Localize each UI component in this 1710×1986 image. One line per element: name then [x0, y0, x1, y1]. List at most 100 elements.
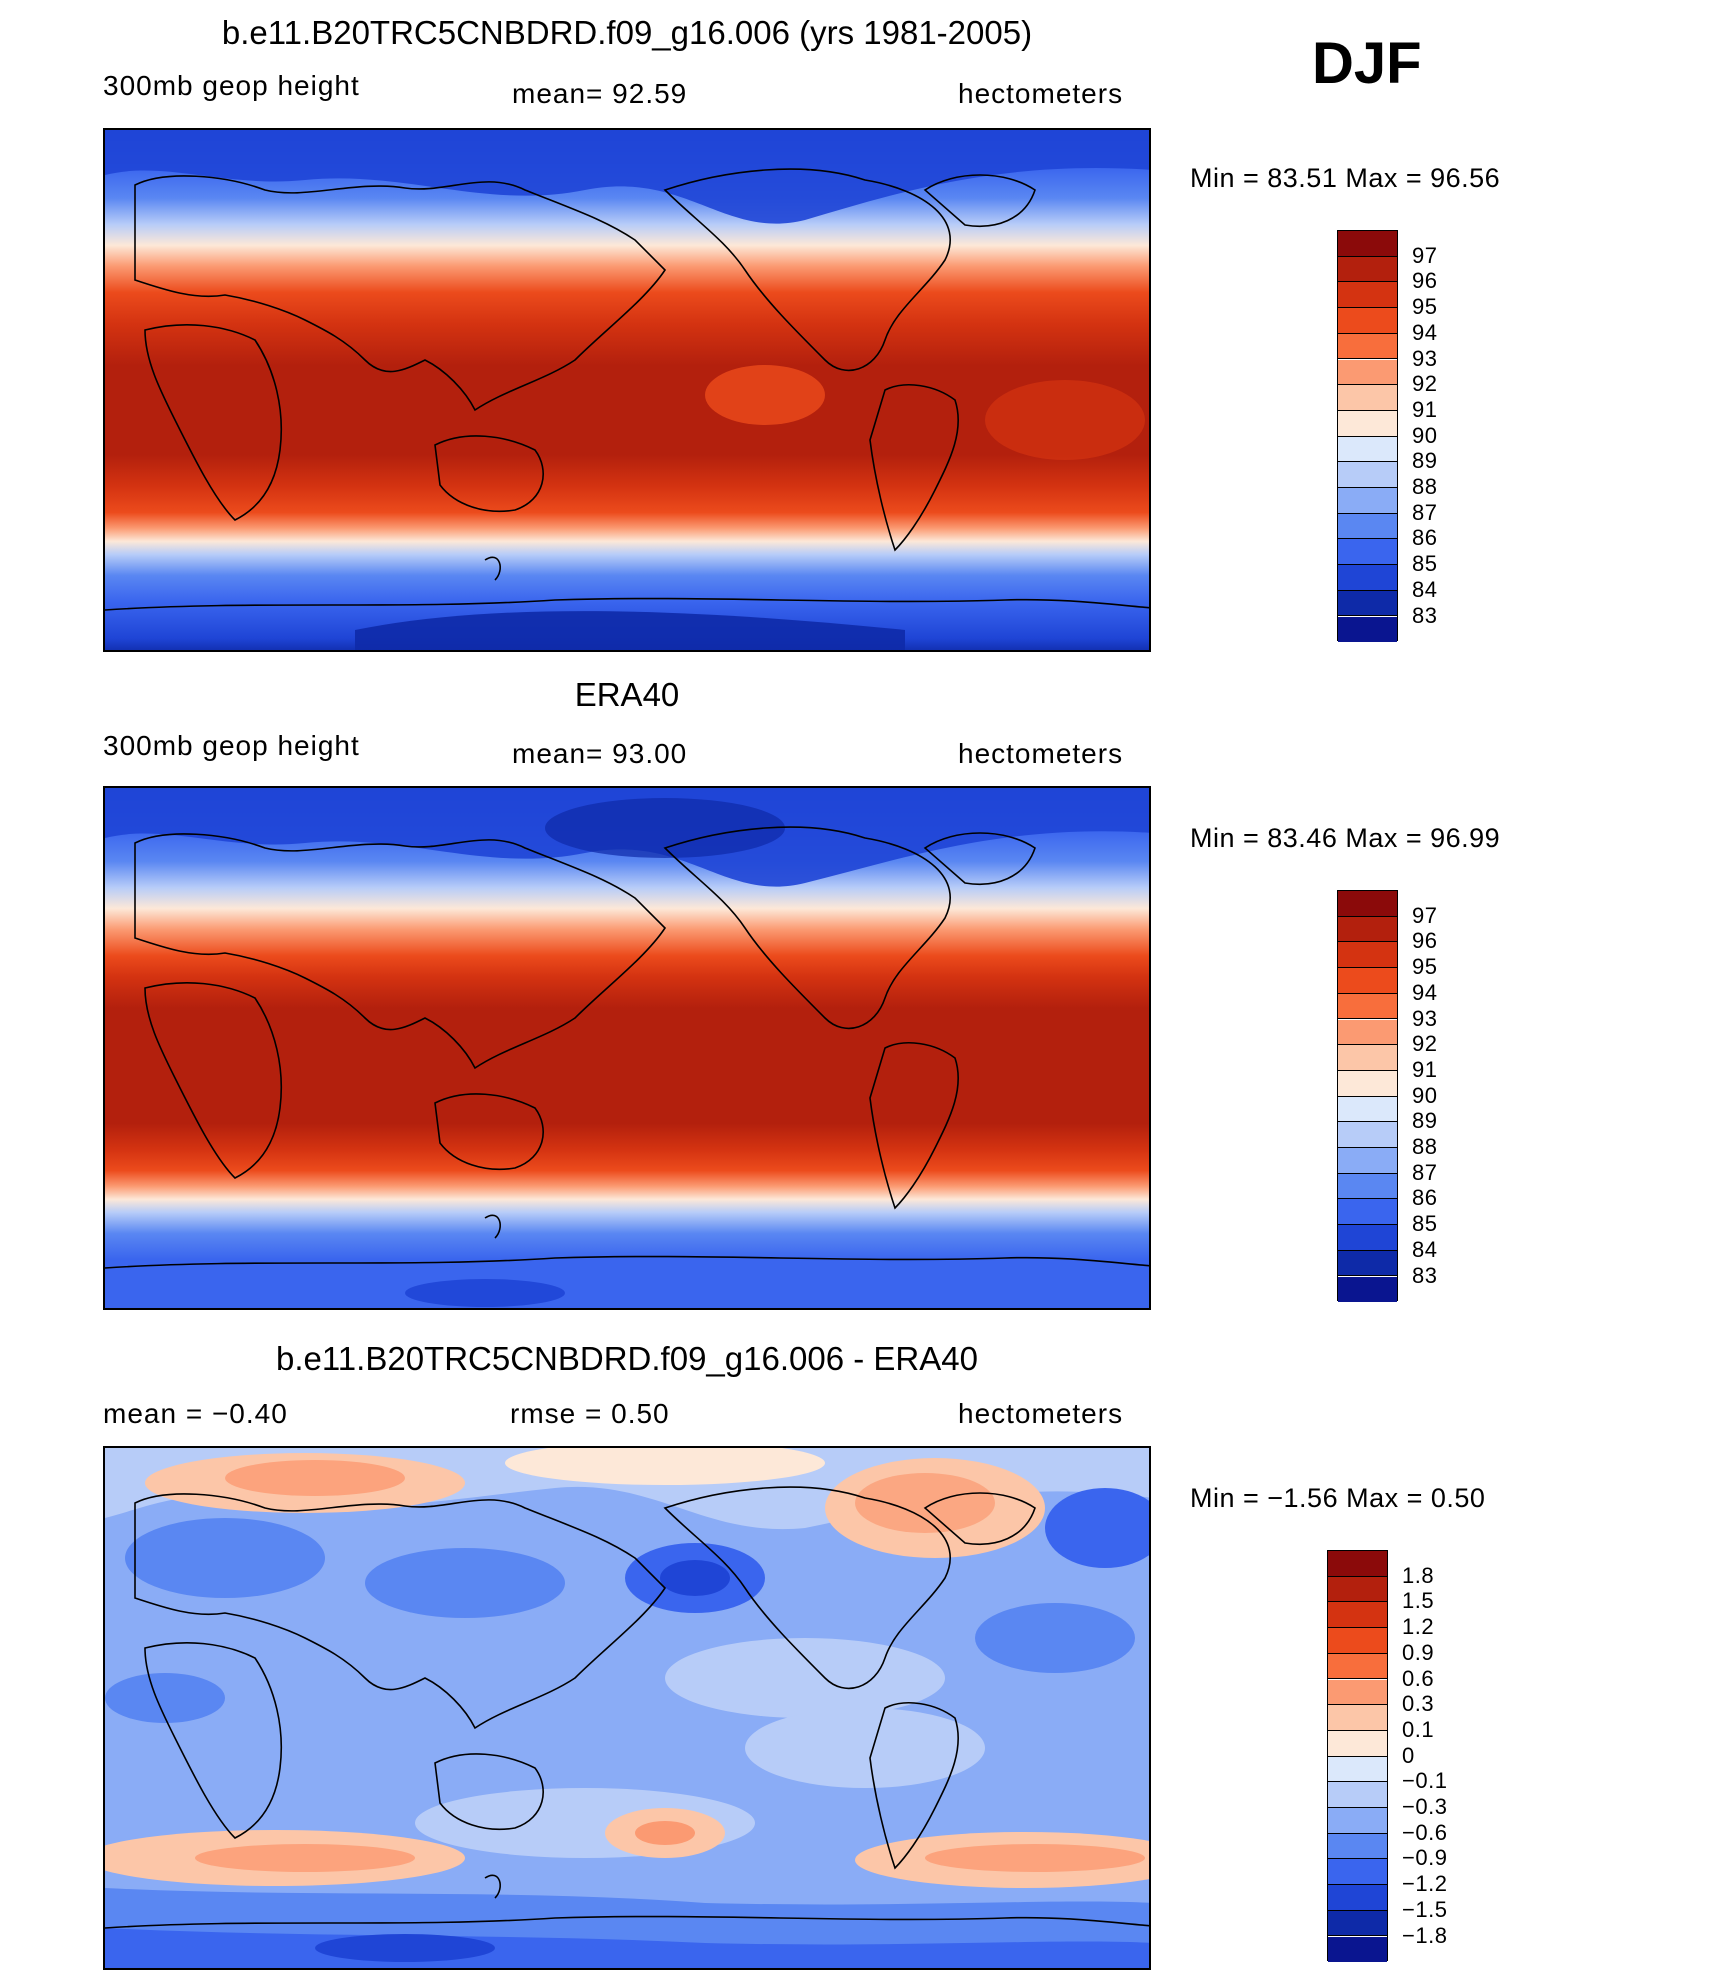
colorbar-swatch: [1338, 231, 1397, 257]
colorbar-label: 93: [1412, 1005, 1438, 1031]
panel1-field-label: 300mb geop height: [103, 70, 360, 101]
colorbar-swatch: [1338, 891, 1397, 917]
colorbar-label: 91: [1412, 396, 1438, 422]
colorbar-swatch: [1338, 1122, 1397, 1148]
colorbar-swatch: [1338, 590, 1397, 617]
panel1-mean-label: mean= 92.59: [512, 78, 688, 109]
colorbar-swatch: [1338, 1045, 1397, 1071]
colorbar-label: 83: [1412, 602, 1438, 628]
colorbar-label: 97: [1412, 902, 1438, 928]
colorbar-label: 85: [1412, 1211, 1438, 1237]
colorbar-swatch: [1338, 942, 1397, 969]
colorbar-swatch: [1328, 1679, 1387, 1706]
colorbar-swatch: [1338, 1096, 1397, 1123]
colorbar-label: 1.8: [1402, 1562, 1435, 1588]
colorbar-label: 83: [1412, 1262, 1438, 1288]
colorbar-label: 84: [1412, 576, 1438, 602]
panel2-mean-label: mean= 93.00: [512, 738, 688, 769]
colorbar-label: 92: [1412, 371, 1438, 397]
colorbar-swatch: [1328, 1859, 1387, 1886]
colorbar-label: −0.3: [1402, 1794, 1448, 1819]
colorbar-label: 87: [1412, 1159, 1438, 1185]
colorbar-label: 97: [1412, 242, 1438, 268]
colorbar-box: [1337, 230, 1398, 643]
colorbar-swatch: [1338, 359, 1397, 386]
colorbar-swatch: [1338, 1225, 1397, 1251]
colorbar-swatch: [1338, 462, 1397, 488]
colorbar-swatch: [1338, 1070, 1397, 1097]
colorbar-swatch: [1338, 993, 1397, 1020]
colorbar-label: 0.1: [1402, 1716, 1435, 1742]
panel2-map: [103, 786, 1151, 1310]
colorbar-label: −0.9: [1402, 1845, 1448, 1871]
panel3-map: [103, 1446, 1151, 1970]
panel2-field-label: 300mb geop height: [103, 730, 360, 761]
colorbar-label: −1.5: [1402, 1896, 1448, 1922]
colorbar-label: 92: [1412, 1031, 1438, 1057]
colorbar-swatch: [1338, 333, 1397, 360]
colorbar-swatch: [1328, 1885, 1387, 1911]
panel1-title: b.e11.B20TRC5CNBDRD.f09_g16.006 (yrs 198…: [221, 14, 1033, 51]
colorbar-label: 96: [1412, 928, 1438, 954]
colorbar-swatch: [1338, 410, 1397, 437]
panel1-minmax: Min = 83.51 Max = 96.56: [1190, 163, 1501, 193]
colorbar-label: 96: [1412, 268, 1438, 294]
panel3-minmax: Min = −1.56 Max = 0.50: [1190, 1483, 1486, 1513]
panel2-units-label: hectometers: [958, 738, 1124, 769]
colorbar-label: −0.6: [1402, 1819, 1448, 1845]
colorbar-swatch: [1338, 513, 1397, 540]
colorbar-swatch: [1338, 256, 1397, 283]
colorbar-swatch: [1338, 282, 1397, 309]
panel2-minmax: Min = 83.46 Max = 96.99: [1190, 823, 1501, 853]
colorbar-label: 90: [1412, 1082, 1438, 1108]
colorbar-swatch: [1328, 1576, 1387, 1603]
colorbar-label: 0: [1402, 1742, 1415, 1768]
colorbar-swatch: [1328, 1936, 1387, 1963]
colorbar-label: 1.5: [1402, 1588, 1435, 1614]
colorbar-swatch: [1328, 1808, 1387, 1834]
colorbar-label: 0.9: [1402, 1639, 1435, 1665]
colorbar-label: 1.2: [1402, 1614, 1435, 1640]
colorbar-label: −1.8: [1402, 1922, 1448, 1948]
colorbar-swatch: [1338, 1173, 1397, 1200]
season-label: DJF: [1312, 31, 1422, 96]
colorbar-label: −1.2: [1402, 1871, 1448, 1897]
colorbar-label: 88: [1412, 474, 1438, 499]
colorbar-swatch: [1328, 1705, 1387, 1731]
colorbar-swatch: [1328, 1551, 1387, 1577]
colorbar-swatch: [1328, 1833, 1387, 1860]
colorbar-swatch: [1338, 436, 1397, 463]
panel1-units-label: hectometers: [958, 78, 1124, 109]
colorbar-label: 89: [1412, 1108, 1438, 1134]
colorbar-label: 86: [1412, 525, 1438, 551]
colorbar-swatch: [1338, 1250, 1397, 1277]
colorbar-swatch: [1338, 1199, 1397, 1226]
colorbar-label: 86: [1412, 1185, 1438, 1211]
panel2-title: ERA40: [574, 676, 680, 713]
colorbar-swatch: [1328, 1602, 1387, 1629]
colorbar-label: 88: [1412, 1134, 1438, 1159]
colorbar-label: 90: [1412, 422, 1438, 448]
colorbar-label: 89: [1412, 448, 1438, 474]
colorbar-swatch: [1338, 1148, 1397, 1174]
colorbar-label: 84: [1412, 1236, 1438, 1262]
panel3-mean-label: mean = −0.40: [103, 1398, 288, 1429]
colorbar-label: −0.1: [1402, 1768, 1448, 1794]
colorbar-swatch: [1338, 616, 1397, 643]
colorbar-swatch: [1338, 916, 1397, 943]
colorbar-label: 93: [1412, 345, 1438, 371]
panel3-rmse-label: rmse = 0.50: [510, 1398, 670, 1429]
colorbar-swatch: [1338, 1019, 1397, 1046]
colorbar-swatch: [1338, 1276, 1397, 1303]
colorbar-label: 95: [1412, 954, 1438, 980]
colorbar-swatch: [1328, 1730, 1387, 1757]
colorbar-swatch: [1338, 539, 1397, 566]
colorbar-swatch: [1338, 968, 1397, 994]
colorbar-swatch: [1328, 1756, 1387, 1783]
colorbar-swatch: [1338, 385, 1397, 411]
colorbar-swatch: [1328, 1653, 1387, 1680]
colorbar-label: 94: [1412, 979, 1438, 1005]
panel1-map: [103, 128, 1151, 652]
colorbar-box: [1327, 1550, 1388, 1963]
colorbar-label: 94: [1412, 319, 1438, 345]
